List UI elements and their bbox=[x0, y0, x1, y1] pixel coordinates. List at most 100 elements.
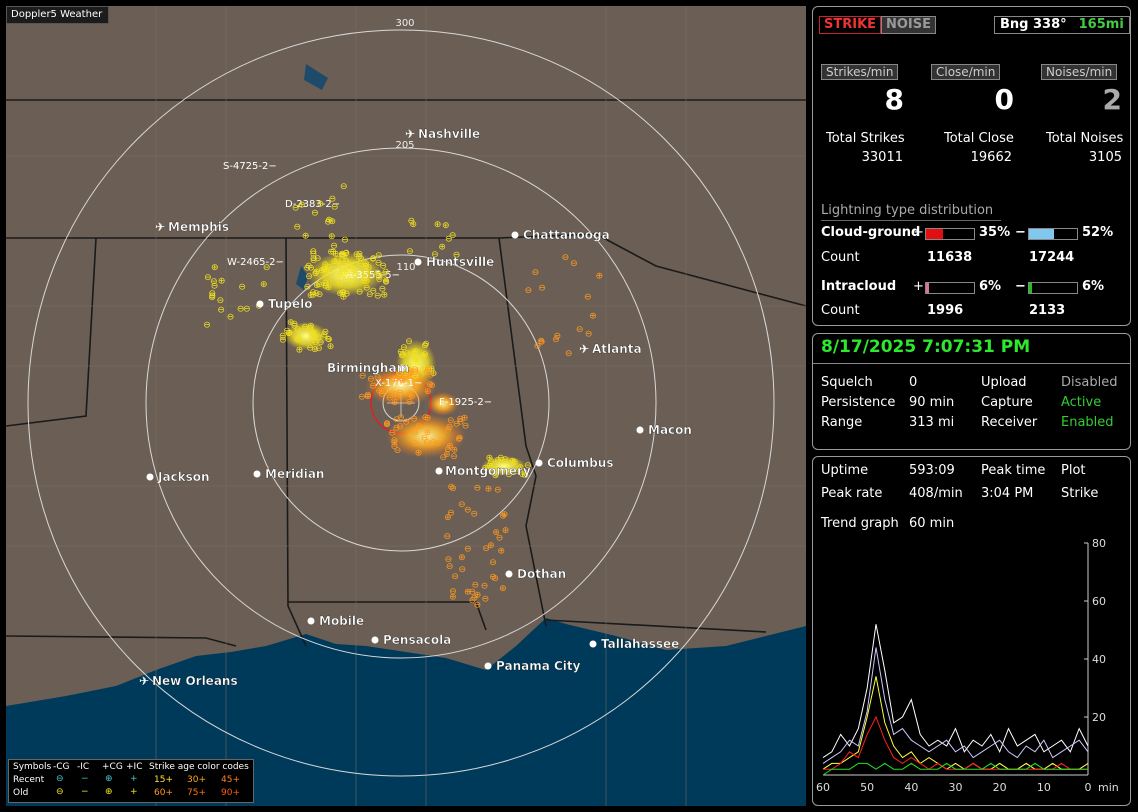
pos-cg-strike-icon: ⊕ bbox=[325, 216, 333, 226]
neg-cg-strike-icon: ⊖ bbox=[374, 292, 382, 302]
city-dot bbox=[398, 364, 406, 372]
ic-minus-count: 2133 bbox=[1029, 303, 1066, 318]
city-label: Meridian bbox=[265, 467, 324, 481]
x-unit-label: min bbox=[1098, 781, 1119, 794]
persistence-value[interactable]: 90 min bbox=[909, 395, 955, 410]
neg-cg-strike-icon: ⊖ bbox=[439, 453, 447, 463]
neg-cg-strike-icon: ⊖ bbox=[341, 236, 349, 246]
pos-cg-strike-icon: ⊕ bbox=[406, 390, 414, 400]
pos-cg-strike-icon: ⊕ bbox=[412, 347, 420, 357]
neg-cg-strike-icon: ⊖ bbox=[217, 296, 225, 306]
neg-cg-strike-icon: ⊖ bbox=[474, 601, 482, 611]
legend-age-label: Strike age color codes bbox=[149, 762, 249, 772]
lake-pontchartrain bbox=[186, 686, 228, 708]
neg-cg-strike-icon: ⊖ bbox=[310, 254, 318, 264]
neg-cg-strike-icon: ⊖ bbox=[457, 417, 465, 427]
neg-cg-strike-icon: ⊖ bbox=[514, 467, 522, 477]
pos-cg-strike-icon: ⊕ bbox=[499, 512, 507, 522]
neg-cg-strike-icon: ⊖ bbox=[525, 286, 533, 296]
neg-cg-strike-icon: ⊖ bbox=[364, 390, 372, 400]
city-label: Pensacola bbox=[383, 633, 451, 647]
neg-cg-strike-icon: ⊖ bbox=[378, 386, 386, 396]
neg-cg-strike-icon: ⊖ bbox=[584, 292, 592, 302]
total-close-value: 19662 bbox=[970, 150, 1012, 165]
city-label: Tallahassee bbox=[601, 637, 679, 651]
range-value[interactable]: 313 mi bbox=[909, 415, 955, 430]
pos-cg-strike-icon: ⊕ bbox=[428, 381, 436, 391]
city-dot bbox=[414, 258, 422, 266]
total-noises-value: 3105 bbox=[1088, 150, 1122, 165]
map-canvas[interactable]: 300 205 110 S-4725-2− D-2383-2− W-2465-2− A… bbox=[6, 6, 806, 806]
pos-cg-strike-icon: ⊕ bbox=[501, 510, 509, 520]
divider bbox=[813, 363, 1130, 364]
trend-graph-value[interactable]: 60 min bbox=[909, 516, 955, 531]
neg-cg-strike-icon: ⊖ bbox=[312, 338, 320, 348]
neg-cg-strike-icon: ⊖ bbox=[356, 288, 364, 298]
count-label: Count bbox=[821, 250, 860, 265]
cg-plus-bar bbox=[925, 228, 975, 240]
neg-cg-strike-icon: ⊖ bbox=[472, 580, 480, 590]
receiver-value[interactable]: Enabled bbox=[1061, 415, 1114, 430]
legend-header-pos-cg: +CG bbox=[102, 762, 123, 772]
pos-cg-strike-icon: ⊕ bbox=[499, 584, 507, 594]
neg-cg-strike-icon: ⊖ bbox=[382, 278, 390, 288]
reservoir bbox=[304, 64, 328, 90]
pos-cg-strike-icon: ⊕ bbox=[218, 276, 226, 286]
neg-cg-strike-icon: ⊖ bbox=[462, 422, 470, 432]
pos-cg-strike-icon: ⊕ bbox=[443, 450, 451, 460]
neg-cg-strike-icon: ⊖ bbox=[471, 593, 479, 603]
squelch-value[interactable]: 0 bbox=[909, 375, 918, 390]
pos-cg-strike-icon: ⊕ bbox=[438, 243, 446, 253]
pos-cg-strike-icon: ⊕ bbox=[340, 292, 348, 302]
neg-cg-strike-icon: ⊖ bbox=[355, 253, 363, 263]
legend-symbols-label: Symbols bbox=[13, 762, 52, 772]
pos-cg-strike-icon: ⊕ bbox=[260, 280, 268, 290]
legend-row-label: Old bbox=[13, 788, 29, 798]
city-label: Nashville bbox=[418, 127, 480, 141]
neg-cg-strike-icon: ⊖ bbox=[393, 415, 401, 425]
ring-label-205: 205 bbox=[395, 140, 414, 151]
neg-cg-strike-icon: ⊖ bbox=[449, 231, 457, 241]
neg-cg-strike-icon: ⊖ bbox=[323, 267, 331, 277]
storm-cell bbox=[427, 392, 459, 416]
neg-cg-strike-icon: ⊖ bbox=[487, 464, 495, 474]
neg-cg-strike-icon: ⊖ bbox=[359, 372, 367, 382]
pos-cg-strike-icon: ⊕ bbox=[382, 276, 390, 286]
neg-cg-strike-icon: ⊖ bbox=[453, 420, 461, 430]
pos-cg-strike-icon: ⊕ bbox=[428, 365, 436, 375]
age-45: 45+ bbox=[221, 775, 240, 785]
neg-cg-strike-icon: ⊖ bbox=[263, 263, 271, 273]
pos-cg-strike-icon: ⊕ bbox=[351, 265, 359, 275]
age-30: 30+ bbox=[187, 775, 206, 785]
upload-value[interactable]: Disabled bbox=[1061, 375, 1118, 390]
range-label: Range bbox=[821, 415, 863, 430]
lightning-map[interactable]: 300 205 110 S-4725-2− D-2383-2− W-2465-2− A… bbox=[6, 6, 806, 806]
neg-cg-strike-icon: ⊖ bbox=[434, 439, 442, 449]
plot-value[interactable]: Strike bbox=[1061, 486, 1099, 501]
strike-button[interactable]: STRIKE bbox=[819, 16, 882, 34]
pos-cg-strike-icon: ⊕ bbox=[362, 262, 370, 272]
neg-cg-strike-icon: ⊖ bbox=[243, 304, 251, 314]
neg-cg-strike-icon: ⊖ bbox=[383, 419, 391, 429]
neg-cg-strike-icon: ⊖ bbox=[283, 327, 291, 337]
pos-cg-strike-icon: ⊕ bbox=[486, 462, 494, 472]
noise-button[interactable]: NOISE bbox=[881, 16, 937, 34]
pos-cg-strike-icon: ⊕ bbox=[302, 232, 310, 242]
capture-value[interactable]: Active bbox=[1061, 395, 1102, 410]
city-marker: ✈ Nashville bbox=[405, 127, 480, 141]
pos-cg-strike-icon: ⊕ bbox=[307, 322, 315, 332]
neg-cg-strike-icon: ⊖ bbox=[356, 250, 364, 260]
ic-minus-bar bbox=[1028, 282, 1078, 294]
neg-cg-strike-icon: ⊖ bbox=[411, 365, 419, 375]
pos-cg-strike-icon: ⊕ bbox=[498, 546, 506, 556]
neg-cg-strike-icon: ⊖ bbox=[339, 250, 347, 260]
neg-cg-strike-icon: ⊖ bbox=[471, 510, 479, 520]
neg-cg-strike-icon: ⊖ bbox=[331, 202, 339, 212]
status-panel: 8/17/2025 7:07:31 PM Squelch 0 Upload Di… bbox=[812, 333, 1131, 450]
trend-series-line bbox=[822, 647, 1089, 764]
city-dot bbox=[589, 640, 597, 648]
neg-cg-strike-icon: ⊖ bbox=[379, 285, 387, 295]
neg-cg-strike-icon: ⊖ bbox=[413, 355, 421, 365]
neg-cg-strike-icon: ⊖ bbox=[363, 277, 371, 287]
storm-cell bbox=[482, 456, 526, 476]
